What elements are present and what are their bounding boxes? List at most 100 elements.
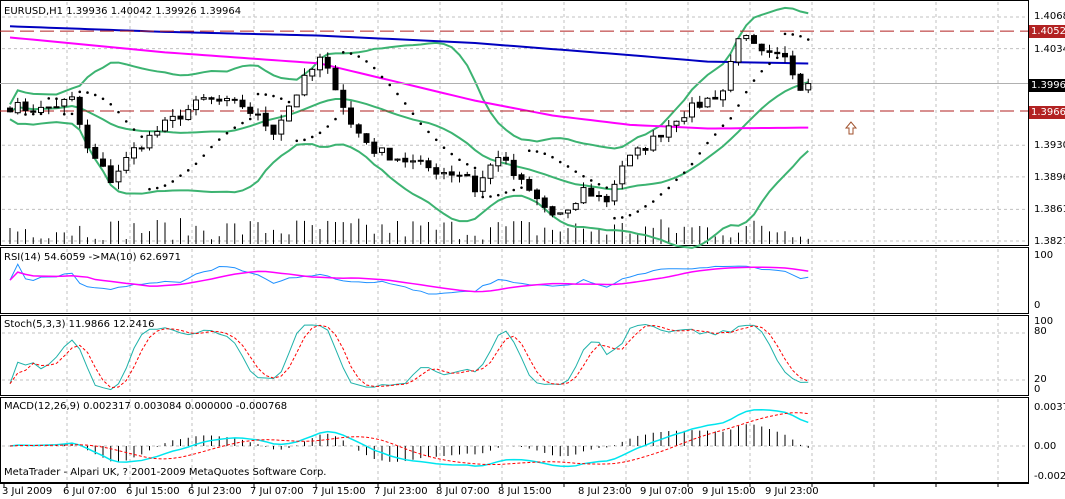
macd-line [9,408,809,468]
candle-bull [61,98,68,107]
candle-bull [673,120,680,126]
candle-bear [712,96,719,100]
parabolic-sar-dot [690,162,694,166]
parabolic-sar-dot [194,162,198,166]
candle-bull [487,164,494,179]
parabolic-sar-dot [109,102,113,106]
rsi-line [9,263,809,295]
candle-bear [518,174,525,180]
candle-bear [107,165,114,184]
candle-bear [22,101,29,111]
time-label: 8 Jul 07:00 [436,486,490,497]
parabolic-sar-dot [295,139,299,143]
candle-bear [425,160,432,169]
price-tick: 1.38960 [1034,172,1065,183]
candle-bear [789,55,796,76]
parabolic-sar-dot [465,162,469,166]
parabolic-sar-dot [47,97,51,100]
candle-bear [456,174,463,177]
parabolic-sar-dot [233,126,237,130]
panel-border [0,247,1029,314]
candle-bull [681,117,688,122]
stoch-tick: 20 [1034,374,1047,385]
candle-bear [239,99,246,108]
parabolic-sar-dot [39,112,43,116]
hline-price-tag: 1.40528 [1029,25,1065,38]
parabolic-sar-dot [729,117,733,120]
time-label: 7 Jul 23:00 [374,486,428,497]
parabolic-sar-dot [396,92,399,96]
candle-bull [410,160,416,163]
candle-bull [193,99,199,111]
candle-bull [441,172,447,175]
parabolic-sar-dot [504,191,508,194]
parabolic-sar-dot [117,110,120,114]
candle-bear [782,52,788,58]
candle-bull [665,125,672,138]
main-chart-title: EURUSD,H1 1.39936 1.40042 1.39926 1.3996… [4,6,242,17]
up-arrow-icon [844,121,858,135]
parabolic-sar-dot [713,133,717,136]
parabolic-sar-dot [582,174,585,178]
candle-bull [45,106,52,109]
hline-price-tag: 1.39669 [1029,106,1065,119]
candle-bull [704,97,711,108]
parabolic-sar-dot [799,34,802,38]
parabolic-sar-dot [310,135,314,139]
time-label: 6 Jul 07:00 [63,486,117,497]
parabolic-sar-dot [427,130,430,134]
parabolic-sar-dot [520,186,523,189]
candle-bear [177,115,184,120]
time-label: 9 Jul 23:00 [765,486,819,497]
candle-bull [619,165,626,185]
rsi-ma-line [9,266,809,293]
candle-bull [727,61,734,91]
parabolic-sar-dot [667,186,671,190]
macd-tick: 0.003757 [1034,402,1065,413]
parabolic-sar-dot [303,138,306,142]
parabolic-sar-dot [659,193,663,196]
candle-bull [293,94,300,108]
moving-average-mid [9,36,809,130]
candle-bull [224,97,230,102]
candle-bear [262,112,269,127]
candle-bull [720,90,726,101]
time-label: 8 Jul 15:00 [498,486,552,497]
candle-bear [417,159,424,162]
time-label: 7 Jul 15:00 [312,486,366,497]
candle-bull [169,115,176,121]
candle-bear [355,124,362,134]
candle-bear [534,189,540,200]
candle-bear [588,187,595,197]
candle-bull [735,38,742,63]
parabolic-sar-dot [217,138,221,141]
candle-bear [541,197,548,208]
time-label: 6 Jul 23:00 [188,486,242,497]
parabolic-sar-dot [171,180,175,183]
stoch-tick: 0 [1034,384,1041,395]
rsi-title: RSI(14) 54.6059 ->MA(10) 62.6971 [4,252,181,263]
candle-bear [696,101,703,108]
candle-bear [92,146,99,159]
candle-bull [162,119,168,132]
parabolic-sar-dot [566,165,570,168]
parabolic-sar-dot [651,200,655,203]
candle-bear [758,43,765,52]
parabolic-sar-dot [155,186,159,190]
parabolic-sar-dot [636,210,640,213]
macd-tick: -0.00281 [1034,471,1065,482]
price-tick: 1.38270 [1034,236,1065,247]
bollinger-middle-band [9,81,809,191]
panel-border [0,315,1029,396]
candle-bear [7,107,13,113]
candle-bear [464,173,471,177]
candle-bull [611,183,618,202]
candle-bull [557,212,564,215]
candle-bull [38,106,44,113]
parabolic-sar-dot [272,94,275,98]
candle-bear [76,96,83,125]
time-label: 7 Jul 07:00 [250,486,304,497]
bollinger-upper-band [9,6,809,150]
